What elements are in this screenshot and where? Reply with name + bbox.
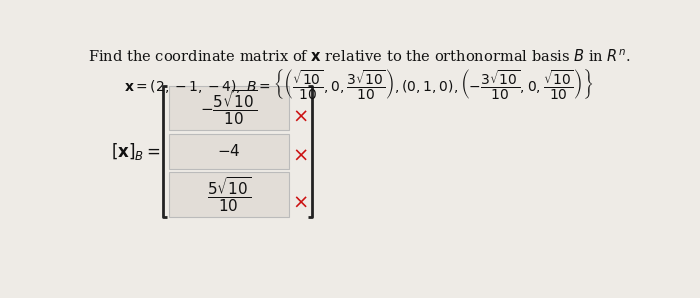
- Text: Find the coordinate matrix of $\mathbf{x}$ relative to the orthonormal basis $B$: Find the coordinate matrix of $\mathbf{x…: [88, 48, 630, 65]
- Bar: [169, 86, 289, 131]
- Text: $\mathbf{x} = (2, -1, -4),\; B = \left\{\left(\dfrac{\sqrt{10}}{10}, 0, \dfrac{3: $\mathbf{x} = (2, -1, -4),\; B = \left\{…: [124, 66, 594, 100]
- Text: $\times$: $\times$: [292, 194, 308, 212]
- Text: $\dfrac{5\sqrt{10}}{10}$: $\dfrac{5\sqrt{10}}{10}$: [206, 175, 251, 214]
- Text: $[\mathbf{x}]_B =$: $[\mathbf{x}]_B =$: [111, 141, 161, 162]
- Bar: [169, 172, 289, 217]
- Text: $\times$: $\times$: [292, 146, 308, 164]
- Text: $-\dfrac{5\sqrt{10}}{10}$: $-\dfrac{5\sqrt{10}}{10}$: [200, 89, 258, 128]
- Text: $\times$: $\times$: [292, 108, 308, 126]
- Bar: [169, 134, 289, 169]
- Text: $-4$: $-4$: [217, 143, 241, 159]
